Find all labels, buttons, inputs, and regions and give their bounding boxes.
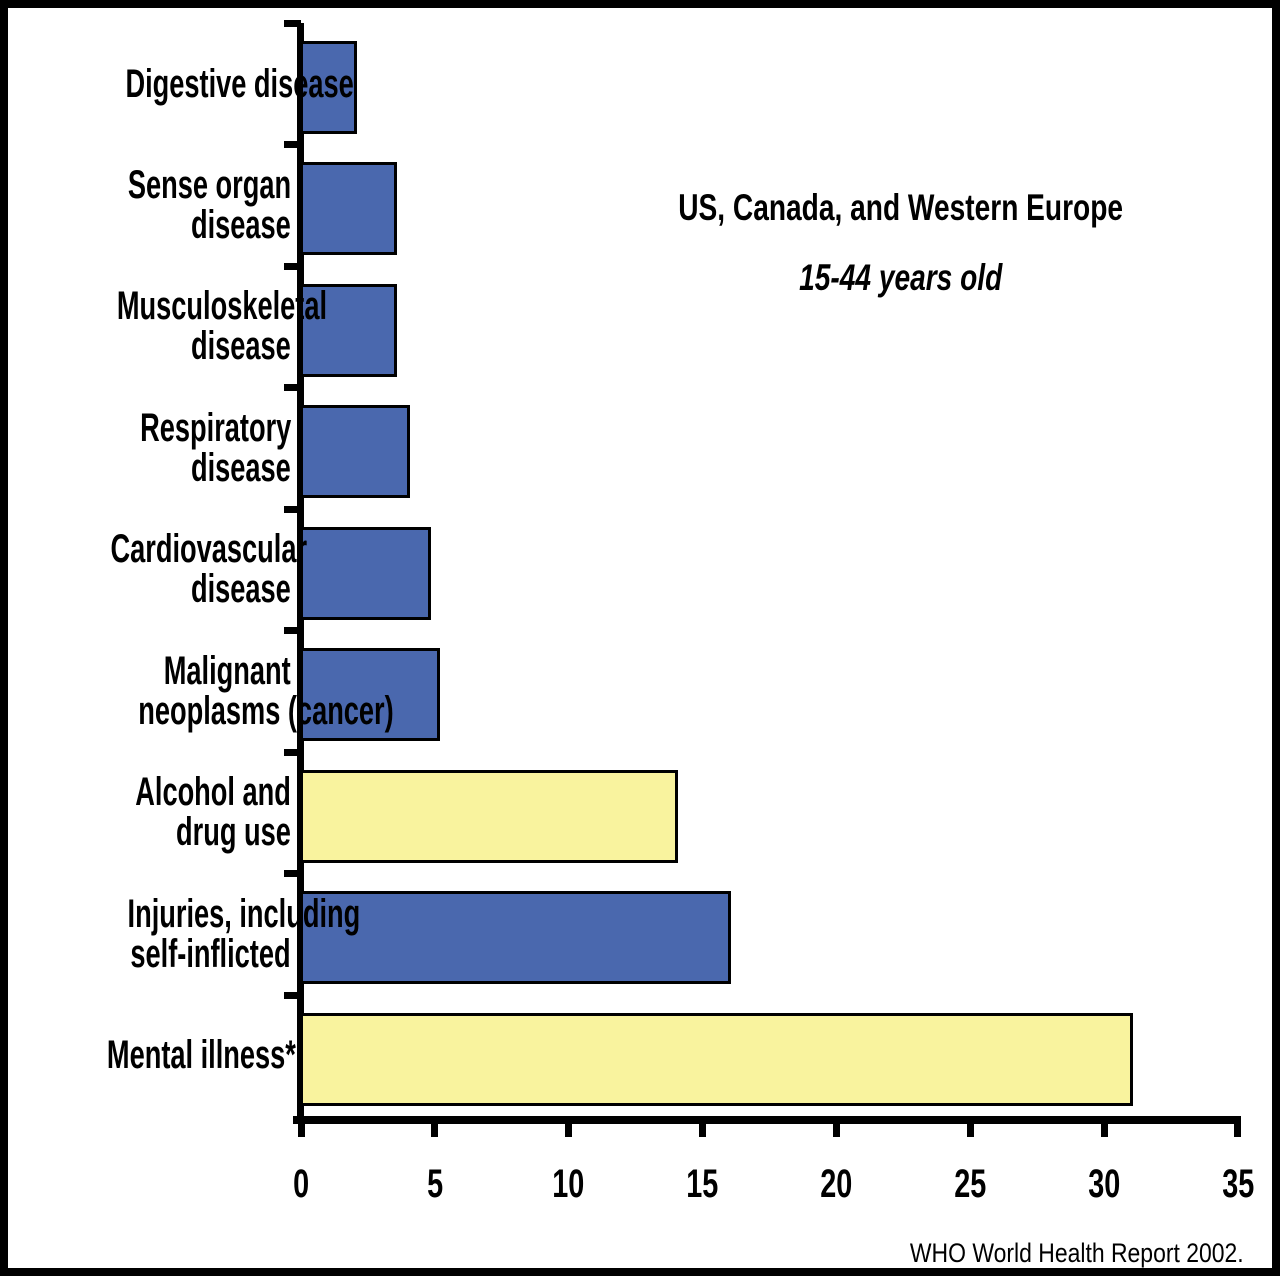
bar-label-text: Digestive disease: [125, 61, 354, 106]
x-tick-label: 15: [663, 1164, 743, 1204]
x-tick-label-text: 30: [1088, 1162, 1121, 1206]
x-axis-tick: [1234, 1124, 1242, 1137]
bar: [300, 526, 431, 620]
bar-label: Respiratory disease: [18, 408, 291, 488]
x-tick-label-text: 10: [552, 1162, 585, 1206]
x-axis-tick: [832, 1124, 840, 1137]
x-axis-line: [293, 1116, 1241, 1124]
chart-subtitle: 15-44 years old: [551, 258, 1251, 298]
x-tick-label: 10: [529, 1164, 609, 1204]
bar-label: Mental illness*: [18, 1035, 296, 1075]
x-tick-label: 25: [930, 1164, 1010, 1204]
bar: [300, 1012, 1133, 1106]
x-tick-label: 0: [261, 1164, 341, 1204]
x-tick-label: 5: [395, 1164, 475, 1204]
chart-title: US, Canada, and Western Europe: [551, 188, 1251, 228]
bar-label-text: Alcohol and: [135, 770, 291, 815]
bar: [300, 405, 410, 499]
source-credit: WHO World Health Report 2002.: [851, 1238, 1244, 1268]
x-tick-label-text: 15: [686, 1162, 719, 1206]
bar: [300, 41, 357, 134]
x-tick-label-text: 25: [954, 1162, 987, 1206]
bar: [300, 648, 440, 742]
x-axis-tick: [565, 1124, 573, 1137]
chart-title-text: US, Canada, and Western Europe: [678, 187, 1124, 228]
x-axis-tick: [1100, 1124, 1108, 1137]
bar-label-text: disease: [191, 324, 291, 369]
bar-label-text: disease: [191, 445, 291, 490]
bar-label: Injuries, including self-inflicted: [18, 894, 361, 976]
bar-label-text: Musculoskeletal: [116, 284, 328, 329]
bar-label-text: neoplasms (cancer): [138, 688, 394, 733]
x-tick-label-text: 20: [820, 1162, 853, 1206]
chart-subtitle-text: 15-44 years old: [799, 257, 1003, 298]
x-axis-tick: [431, 1124, 439, 1137]
bar-label-text: drug use: [176, 810, 291, 855]
bar: [300, 891, 731, 985]
bar-label: Digestive disease: [18, 64, 353, 104]
x-tick-label: 35: [1198, 1162, 1272, 1206]
y-axis-tick: [284, 627, 301, 635]
bar-label: Malignant neoplasms (cancer): [18, 648, 393, 731]
y-axis-tick: [284, 870, 301, 878]
bar-label: Cardiovascular disease: [18, 529, 307, 612]
bar-label-text: Malignant: [164, 648, 291, 693]
bar-label-text: Sense organ: [127, 162, 291, 207]
bar: [300, 769, 678, 863]
bar-label: Alcohol and drug use: [18, 772, 291, 852]
y-axis-tick: [284, 991, 301, 999]
y-axis-tick: [284, 748, 301, 756]
source-credit-text: WHO World Health Report 2002.: [910, 1238, 1244, 1268]
bar-label: Sense organ disease: [18, 165, 291, 245]
bar-label-text: Respiratory: [139, 405, 291, 450]
x-tick-label: 30: [1064, 1164, 1144, 1204]
y-axis-tick: [284, 384, 301, 392]
bar: [300, 283, 397, 377]
x-axis-tick: [297, 1124, 305, 1137]
y-axis-tick: [284, 505, 301, 513]
bar-label-text: disease: [191, 567, 291, 612]
bar-label-text: Mental illness*: [106, 1033, 296, 1078]
x-axis-tick: [966, 1124, 974, 1137]
bar-label-text: self-inflicted: [130, 931, 291, 976]
y-axis-tick: [284, 20, 301, 27]
x-axis-tick: [699, 1124, 707, 1137]
bar-label-text: disease: [191, 202, 291, 247]
x-tick-label-text: 5: [426, 1162, 443, 1206]
bar: [300, 162, 397, 256]
bar-label-text: Injuries, including: [127, 891, 361, 936]
bar-label: Musculoskeletal disease: [18, 286, 327, 369]
y-axis-tick: [284, 141, 301, 149]
bar-label-text: Cardiovascular: [110, 527, 308, 572]
y-axis-tick: [284, 262, 301, 270]
x-tick-label-text: 35: [1221, 1162, 1254, 1206]
x-tick-label: 20: [796, 1164, 876, 1204]
x-tick-label-text: 0: [292, 1162, 310, 1206]
